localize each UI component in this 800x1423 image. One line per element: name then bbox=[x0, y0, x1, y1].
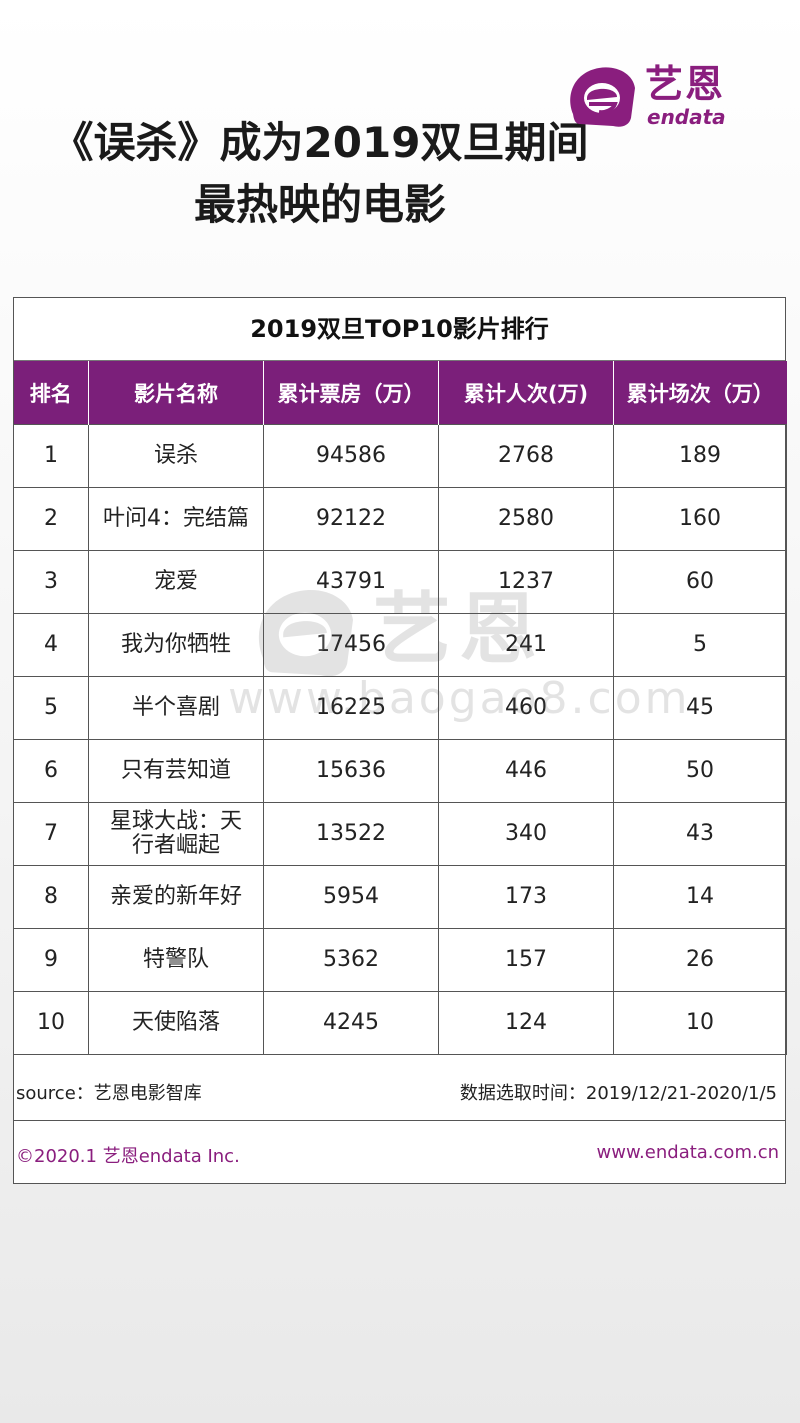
footer-row: ©2020.1 艺恩endata Inc. www.endata.com.cn bbox=[14, 1121, 785, 1183]
rank-cell: 5 bbox=[13, 676, 89, 740]
col-admissions-header: 累计人次(万) bbox=[438, 361, 614, 425]
rank-cell: 4 bbox=[13, 613, 89, 677]
admissions-cell: 446 bbox=[438, 739, 614, 803]
page-title: 《误杀》成为2019双旦期间最热映的电影 bbox=[51, 118, 589, 229]
screenings-cell: 60 bbox=[613, 550, 787, 614]
film-name-cell: 星球大战：天行者崛起 bbox=[88, 802, 264, 866]
box-office-cell: 15636 bbox=[263, 739, 439, 803]
table-row: 3 宠爱 43791 1237 60 bbox=[13, 550, 787, 614]
rank-cell: 2 bbox=[13, 487, 89, 551]
admissions-cell: 1237 bbox=[438, 550, 614, 614]
admissions-cell: 173 bbox=[438, 865, 614, 929]
box-office-cell: 5362 bbox=[263, 928, 439, 992]
rank-cell: 6 bbox=[13, 739, 89, 803]
table-row: 9 特警队 5362 157 26 bbox=[13, 928, 787, 992]
source-row: source：艺恩电影智库 数据选取时间：2019/12/21-2020/1/5 bbox=[14, 1060, 785, 1121]
source-note: source：艺恩电影智库 bbox=[16, 1083, 202, 1104]
film-name-cell: 特警队 bbox=[88, 928, 264, 992]
admissions-cell: 460 bbox=[438, 676, 614, 740]
table-row: 5 半个喜剧 16225 460 45 bbox=[13, 676, 787, 740]
logo-text-en: endata bbox=[647, 105, 726, 129]
screenings-cell: 45 bbox=[613, 676, 787, 740]
date-range-note: 数据选取时间：2019/12/21-2020/1/5 bbox=[459, 1083, 777, 1104]
table-row: 4 我为你牺牲 17456 241 5 bbox=[13, 613, 787, 677]
film-name-cell: 宠爱 bbox=[88, 550, 264, 614]
rank-cell: 7 bbox=[13, 802, 89, 866]
box-office-cell: 92122 bbox=[263, 487, 439, 551]
table-row: 7 星球大战：天行者崛起 13522 340 43 bbox=[13, 802, 787, 866]
screenings-cell: 189 bbox=[613, 424, 787, 488]
copyright-text: ©2020.1 艺恩endata Inc. bbox=[16, 1146, 240, 1167]
admissions-cell: 2580 bbox=[438, 487, 614, 551]
box-office-cell: 4245 bbox=[263, 991, 439, 1055]
table-row: 10 天使陷落 4245 124 10 bbox=[13, 991, 787, 1055]
film-name-cell: 只有芸知道 bbox=[88, 739, 264, 803]
screenings-cell: 160 bbox=[613, 487, 787, 551]
table-row: 1 误杀 94586 2768 189 bbox=[13, 424, 787, 488]
rank-cell: 9 bbox=[13, 928, 89, 992]
box-office-cell: 94586 bbox=[263, 424, 439, 488]
box-office-cell: 13522 bbox=[263, 802, 439, 866]
film-name-cell: 叶问4：完结篇 bbox=[88, 487, 264, 551]
table-row: 2 叶问4：完结篇 92122 2580 160 bbox=[13, 487, 787, 551]
screenings-cell: 26 bbox=[613, 928, 787, 992]
col-name-header: 影片名称 bbox=[88, 361, 264, 425]
ranking-table: 排名 影片名称 累计票房（万） 累计人次(万) 累计场次（万） 1 误杀 945… bbox=[13, 361, 787, 1055]
ranking-table-panel: 2019双旦TOP10影片排行 排名 影片名称 累计票房（万） 累计人次(万) … bbox=[13, 297, 787, 1184]
rank-cell: 8 bbox=[13, 865, 89, 929]
rank-cell: 10 bbox=[13, 991, 89, 1055]
table-row: 6 只有芸知道 15636 446 50 bbox=[13, 739, 787, 803]
endata-logo-icon bbox=[570, 67, 635, 127]
box-office-cell: 16225 bbox=[263, 676, 439, 740]
col-rank-header: 排名 bbox=[13, 361, 89, 425]
rank-cell: 3 bbox=[13, 550, 89, 614]
screenings-cell: 10 bbox=[613, 991, 787, 1055]
website-link[interactable]: www.endata.com.cn bbox=[596, 1142, 779, 1163]
screenings-cell: 14 bbox=[613, 865, 787, 929]
screenings-cell: 43 bbox=[613, 802, 787, 866]
logo-text-cn: 艺恩 bbox=[645, 62, 726, 106]
screenings-cell: 50 bbox=[613, 739, 787, 803]
box-office-cell: 17456 bbox=[263, 613, 439, 677]
endata-logo: 艺恩 endata bbox=[565, 62, 755, 134]
film-name-cell: 我为你牺牲 bbox=[88, 613, 264, 677]
admissions-cell: 241 bbox=[438, 613, 614, 677]
film-name-cell: 亲爱的新年好 bbox=[88, 865, 264, 929]
table-header-row: 排名 影片名称 累计票房（万） 累计人次(万) 累计场次（万） bbox=[13, 361, 787, 425]
col-box-office-header: 累计票房（万） bbox=[263, 361, 439, 425]
rank-cell: 1 bbox=[13, 424, 89, 488]
film-name-cell: 半个喜剧 bbox=[88, 676, 264, 740]
admissions-cell: 157 bbox=[438, 928, 614, 992]
film-name-cell: 误杀 bbox=[88, 424, 264, 488]
film-name-cell: 天使陷落 bbox=[88, 991, 264, 1055]
box-office-cell: 5954 bbox=[263, 865, 439, 929]
admissions-cell: 2768 bbox=[438, 424, 614, 488]
box-office-cell: 43791 bbox=[263, 550, 439, 614]
admissions-cell: 124 bbox=[438, 991, 614, 1055]
col-screenings-header: 累计场次（万） bbox=[613, 361, 787, 425]
screenings-cell: 5 bbox=[613, 613, 787, 677]
table-row: 8 亲爱的新年好 5954 173 14 bbox=[13, 865, 787, 929]
table-title: 2019双旦TOP10影片排行 bbox=[14, 298, 785, 361]
admissions-cell: 340 bbox=[438, 802, 614, 866]
